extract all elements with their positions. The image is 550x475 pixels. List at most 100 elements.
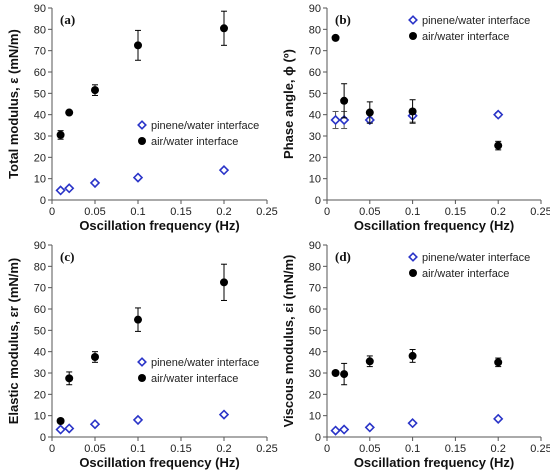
y-tick-label: 70 [309,283,321,295]
legend-marker [409,269,417,277]
data-point [365,108,374,117]
legend-marker [409,32,417,40]
y-tick-label: 40 [34,110,46,122]
legend-marker [137,357,147,367]
x-tick-label: 0.1 [130,443,145,455]
data-point [330,425,341,436]
x-tick-label: 0.25 [256,206,277,218]
y-axis-label: Viscous modulus, εi (mN/m) [281,255,296,428]
y-tick-label: 80 [34,261,46,273]
x-tick-label: 0.2 [216,206,231,218]
data-point [365,357,374,366]
y-axis-label: Phase angle, ϕ (º) [281,49,296,159]
panel-label: (d) [335,249,351,264]
x-tick-label: 0.05 [84,206,105,218]
x-tick-label: 0.1 [405,443,420,455]
series-pinene-water [330,413,504,436]
x-tick-label: 0.25 [530,443,550,455]
data-point [494,358,503,367]
panel-label: (b) [335,12,351,27]
data-point [408,351,417,360]
x-tick-label: 0.2 [216,443,231,455]
data-point [56,130,65,139]
data-point [340,96,349,105]
data-point [132,172,144,183]
data-point [89,419,101,430]
legend-marker [408,15,418,25]
data-point [331,369,340,377]
panel-label: (c) [60,249,74,264]
data-point [89,177,101,189]
legend: pinene/water interface air/water interfac… [137,120,259,148]
y-tick-label: 0 [315,432,321,444]
y-axis-label: Elastic modulus, εr (mN/m) [6,258,21,425]
series-pinene-water [330,108,504,130]
y-tick-label: 10 [34,411,46,423]
chart-panel-4: 0 10 20 30 40 50 60 70 80 90 0 0.05 0.1 0.15 0.2 0.25 Os… [281,240,550,470]
y-tick-label: 90 [34,240,46,252]
chart-panel-2: 0 10 20 30 40 50 60 70 80 90 0 0.05 0.1 0.15 0.2 0.25 Os… [281,3,550,233]
data-point [340,370,349,379]
data-point [55,424,66,435]
x-tick-label: 0.2 [491,206,506,218]
y-tick-label: 20 [34,389,46,401]
x-tick-label: 0.05 [359,206,380,218]
legend: pinene/water interface air/water interfac… [137,357,259,385]
series-pinene-water [55,409,230,435]
series-pinene-water [55,165,230,196]
y-tick-label: 90 [309,3,321,15]
y-tick-label: 0 [315,195,321,207]
y-tick-label: 90 [34,3,46,15]
y-tick-label: 10 [309,411,321,423]
legend-label: air/water interface [151,373,238,385]
y-tick-label: 20 [309,152,321,164]
x-tick-label: 0.25 [256,443,277,455]
legend-marker [137,120,147,130]
y-tick-label: 80 [309,261,321,273]
legend-label: pinene/water interface [151,357,259,369]
y-tick-label: 40 [34,347,46,359]
data-point [407,418,418,429]
data-point [55,185,66,196]
y-tick-label: 40 [309,110,321,122]
x-tick-label: 0.15 [445,206,466,218]
panel-label: (a) [60,12,75,27]
data-point [91,353,99,361]
x-tick-label: 0.15 [170,206,191,218]
x-tick-label: 0.1 [405,206,420,218]
y-tick-label: 60 [34,304,46,316]
data-point [134,315,142,324]
data-point [330,114,341,126]
data-point [493,413,504,424]
y-tick-label: 30 [309,131,321,143]
data-point [338,424,350,435]
data-point [408,107,417,116]
chart-panel-1: 0 10 20 30 40 50 60 70 80 90 0 0.05 0.1 0.15 0.2 0.25 Os… [6,3,278,233]
y-tick-label: 80 [34,24,46,36]
data-point [331,33,340,42]
y-tick-label: 30 [34,131,46,143]
series-air-water [56,263,228,425]
data-point [493,109,504,120]
legend-label: pinene/water interface [422,15,530,27]
legend-label: air/water interface [422,31,509,43]
x-tick-label: 0.05 [359,443,380,455]
y-tick-label: 30 [309,368,321,380]
data-point [220,278,228,287]
legend: pinene/water interface air/water interfac… [408,252,530,280]
x-tick-label: 0 [324,443,330,455]
data-point [134,41,142,50]
data-point [65,374,74,383]
y-tick-label: 90 [309,240,321,252]
y-tick-label: 10 [34,174,46,186]
legend-marker [138,137,146,145]
y-tick-label: 80 [309,24,321,36]
x-tick-label: 0.25 [530,206,550,218]
data-point [64,423,75,434]
y-axis-label: Total modulus, ε (mN/m) [6,29,21,179]
x-tick-label: 0.1 [130,206,145,218]
y-tick-label: 20 [34,152,46,164]
data-point [91,86,99,95]
y-tick-label: 50 [34,88,46,100]
